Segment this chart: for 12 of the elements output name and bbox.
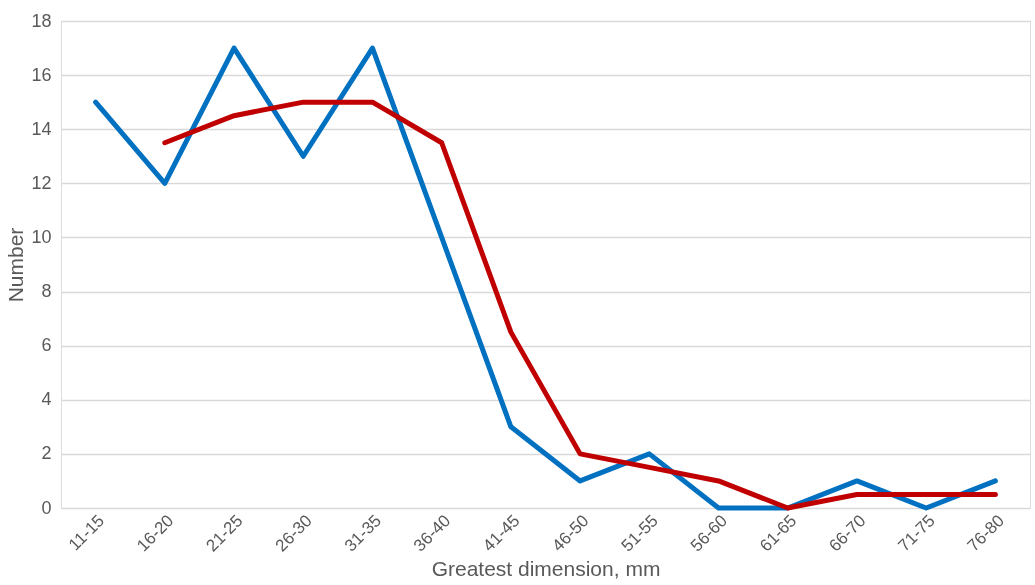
y-tick-label: 18	[31, 10, 52, 31]
y-axis-title: Number	[4, 227, 28, 303]
y-tick-label: 4	[41, 389, 52, 410]
y-tick-label: 0	[41, 497, 52, 518]
x-axis-title: Greatest dimension, mm	[431, 556, 661, 580]
y-tick-label: 10	[31, 226, 52, 247]
y-tick-label: 2	[41, 443, 52, 464]
y-tick-label: 8	[41, 281, 52, 302]
y-tick-label: 16	[31, 64, 52, 85]
y-tick-label: 14	[31, 118, 52, 139]
y-tick-label: 12	[31, 172, 52, 193]
y-tick-label: 6	[41, 335, 52, 356]
